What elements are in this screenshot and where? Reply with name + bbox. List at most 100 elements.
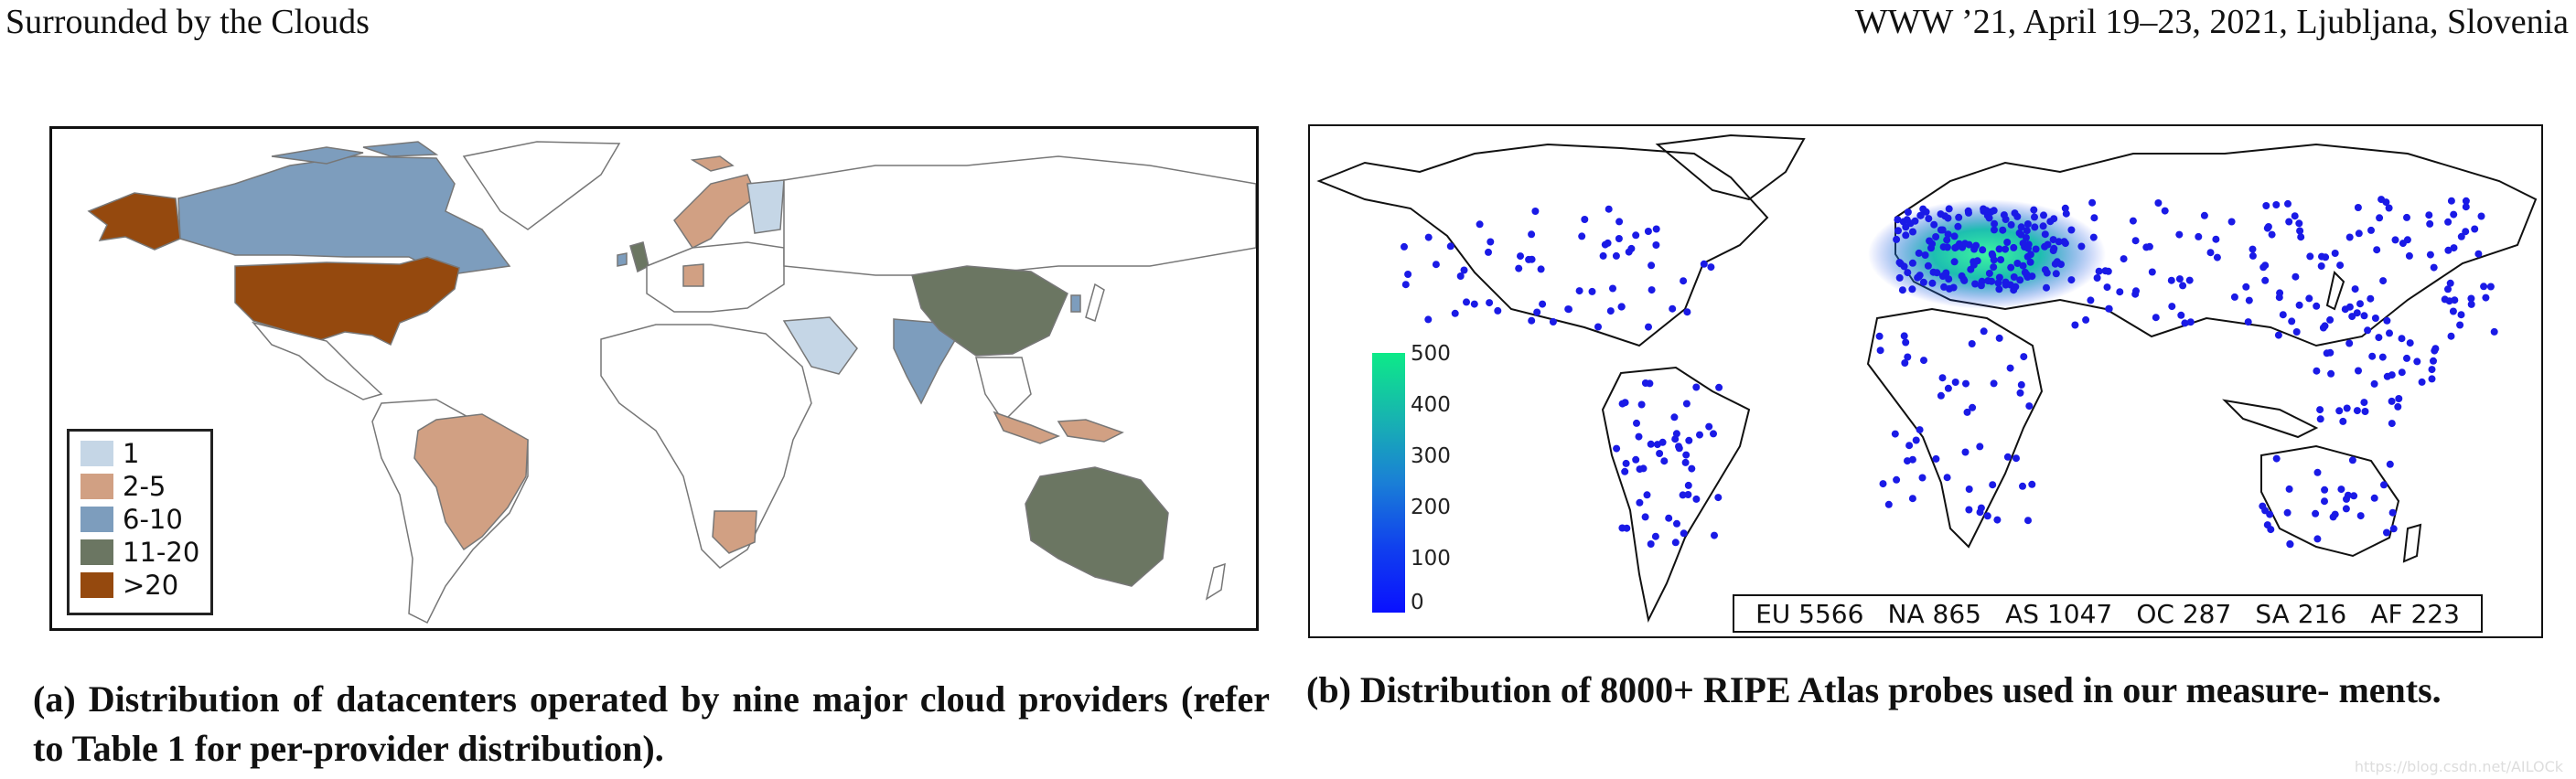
probe-dot xyxy=(2462,197,2470,205)
region-sea xyxy=(975,357,1032,423)
probe-dot xyxy=(1636,498,1644,507)
probe-dot xyxy=(1632,231,1640,240)
probe-dot xyxy=(1989,481,1997,489)
probe-dot xyxy=(1683,308,1691,316)
region-russia xyxy=(783,155,1256,276)
probe-dot xyxy=(1904,208,1912,216)
probe-dot xyxy=(1707,263,1715,272)
probe-dot xyxy=(2398,368,2406,377)
probe-dot xyxy=(2006,281,2014,289)
probe-dot xyxy=(2457,311,2465,319)
legend-swatch xyxy=(80,441,113,466)
probe-dot xyxy=(1950,258,1959,266)
probe-dot xyxy=(2395,395,2403,402)
probe-dot xyxy=(2482,293,2490,302)
probe-dot xyxy=(2006,364,2014,372)
probe-dot xyxy=(1985,270,1993,277)
probe-dot xyxy=(1401,242,1408,251)
probe-dot xyxy=(1894,216,1902,224)
probe-dot xyxy=(1920,357,1927,365)
probe-dot xyxy=(1680,277,1688,285)
probe-dot xyxy=(2295,301,2303,309)
region-europe xyxy=(646,241,785,313)
probe-dot xyxy=(1632,455,1640,464)
probe-dot xyxy=(1932,233,1940,240)
probe-dot xyxy=(1982,207,1991,215)
probe-dot xyxy=(2341,305,2349,314)
probe-dot xyxy=(1622,459,1630,467)
probe-dot xyxy=(2012,454,2020,463)
probe-dot xyxy=(1991,226,1998,234)
probe-dot xyxy=(2383,372,2391,380)
probe-dot xyxy=(2279,311,2287,319)
probe-dot xyxy=(1995,334,2003,342)
probe-dot xyxy=(1908,259,1916,267)
probe-dot xyxy=(2131,237,2140,245)
probe-dot xyxy=(1700,260,1708,268)
colorbar-tick: 0 xyxy=(1411,591,1424,614)
probe-dot xyxy=(1951,379,1959,386)
region-china xyxy=(911,265,1068,357)
probe-dot xyxy=(2274,331,2282,339)
probe-dot xyxy=(2342,505,2350,513)
probe-dot xyxy=(2360,399,2368,407)
probe-dot xyxy=(1681,458,1690,466)
legend-swatch xyxy=(80,507,113,532)
probe-dot xyxy=(1997,256,2005,264)
probe-dot xyxy=(2200,211,2208,219)
probe-dot xyxy=(2288,317,2296,325)
probe-dot xyxy=(1919,205,1927,213)
probe-dot xyxy=(1954,222,1962,230)
probe-dot xyxy=(2444,246,2453,254)
probe-dot xyxy=(2291,212,2299,220)
probe-dot xyxy=(2186,318,2195,326)
colorbar xyxy=(1372,353,1405,613)
probe-dot xyxy=(2043,283,2050,292)
probe-dot xyxy=(2474,250,2483,258)
probe-dot xyxy=(2283,508,2292,517)
probe-dot xyxy=(2480,283,2488,291)
probe-dot xyxy=(1945,205,1953,213)
probe-dot xyxy=(2175,230,2184,239)
probe-dot xyxy=(1646,379,1654,388)
probe-dot xyxy=(2348,313,2356,321)
probe-dot xyxy=(1990,379,1998,388)
probe-dot xyxy=(2316,415,2324,423)
region-africa xyxy=(600,324,812,569)
probe-dot xyxy=(2355,229,2363,238)
probe-dot xyxy=(1641,513,1649,521)
probe-dot xyxy=(2044,240,2052,249)
probe-dot xyxy=(1950,232,1959,240)
probe-dot xyxy=(2350,492,2358,500)
probe-dot xyxy=(1625,248,1633,256)
probe-dot xyxy=(2026,258,2034,266)
probe-dot xyxy=(2331,250,2339,257)
probe-dot xyxy=(2327,369,2335,378)
probe-dot xyxy=(2028,480,2036,488)
probe-dot xyxy=(1404,271,1412,278)
probe-dot xyxy=(2049,236,2057,244)
probe-dot xyxy=(1985,214,1993,222)
probe-dot xyxy=(1665,514,1673,522)
probe-dot xyxy=(2351,285,2359,293)
probe-dot xyxy=(1993,516,2002,524)
probe-dot xyxy=(2312,509,2320,518)
probe-dot xyxy=(2213,253,2221,261)
probe-dot xyxy=(1976,508,1984,517)
probe-dot xyxy=(2057,261,2065,269)
probe-dot xyxy=(1909,228,1916,236)
probe-dot xyxy=(2023,273,2032,281)
probe-dot xyxy=(2403,213,2410,221)
region-uk xyxy=(629,241,649,273)
probe-dot xyxy=(1990,263,1998,272)
probe-dot xyxy=(1652,241,1660,249)
probe-dot xyxy=(2467,300,2475,308)
probe-dot xyxy=(1983,512,1991,520)
probe-dot xyxy=(2313,535,2322,543)
probe-dot xyxy=(1898,286,1906,294)
probe-dot xyxy=(2024,517,2032,525)
probe-dot xyxy=(1893,235,1901,243)
probe-dot xyxy=(2032,245,2040,253)
probe-dot xyxy=(2016,276,2024,284)
probe-dot xyxy=(1604,239,1612,247)
